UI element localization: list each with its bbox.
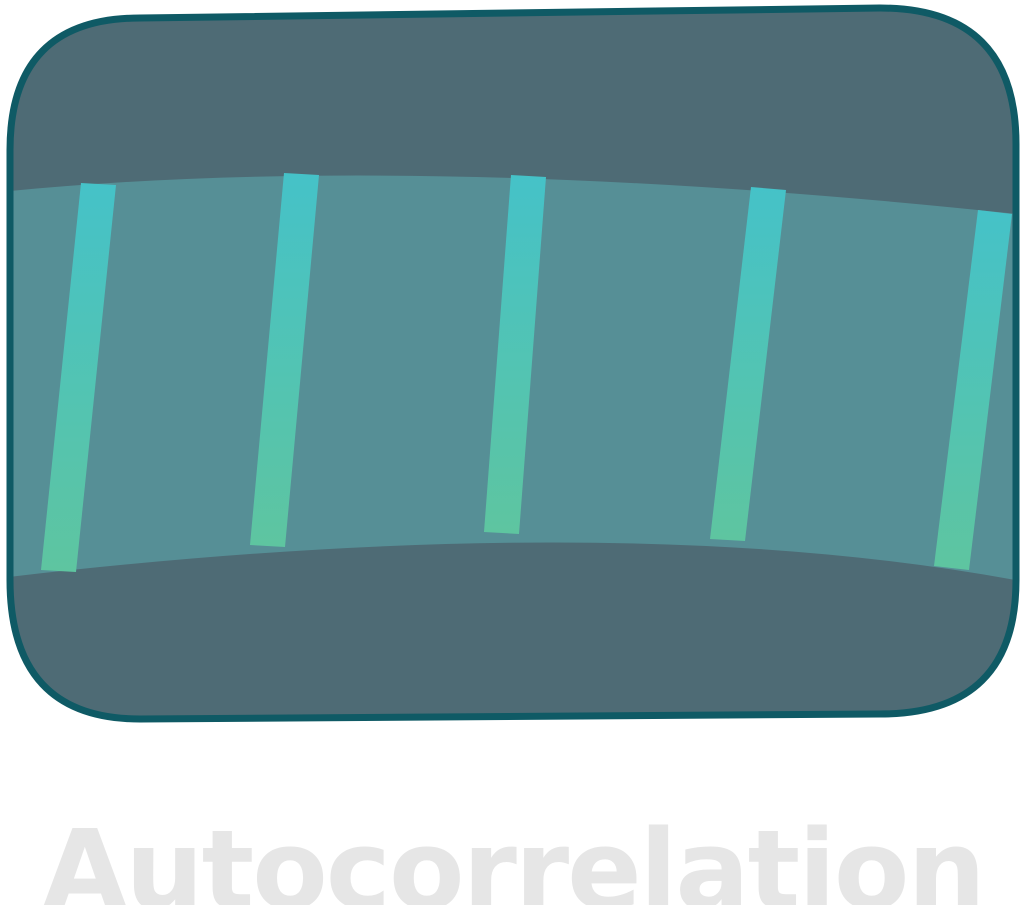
lag-stripe xyxy=(934,210,1012,570)
autocorrelation-icon xyxy=(6,4,1020,723)
frame-border xyxy=(6,4,1020,723)
lag-stripe xyxy=(710,187,786,541)
lag-stripe xyxy=(41,183,116,572)
caption-title: Autocorrelation xyxy=(42,806,986,905)
lag-stripes xyxy=(41,173,1012,572)
lag-stripe xyxy=(250,173,319,547)
lag-stripe xyxy=(484,175,546,534)
